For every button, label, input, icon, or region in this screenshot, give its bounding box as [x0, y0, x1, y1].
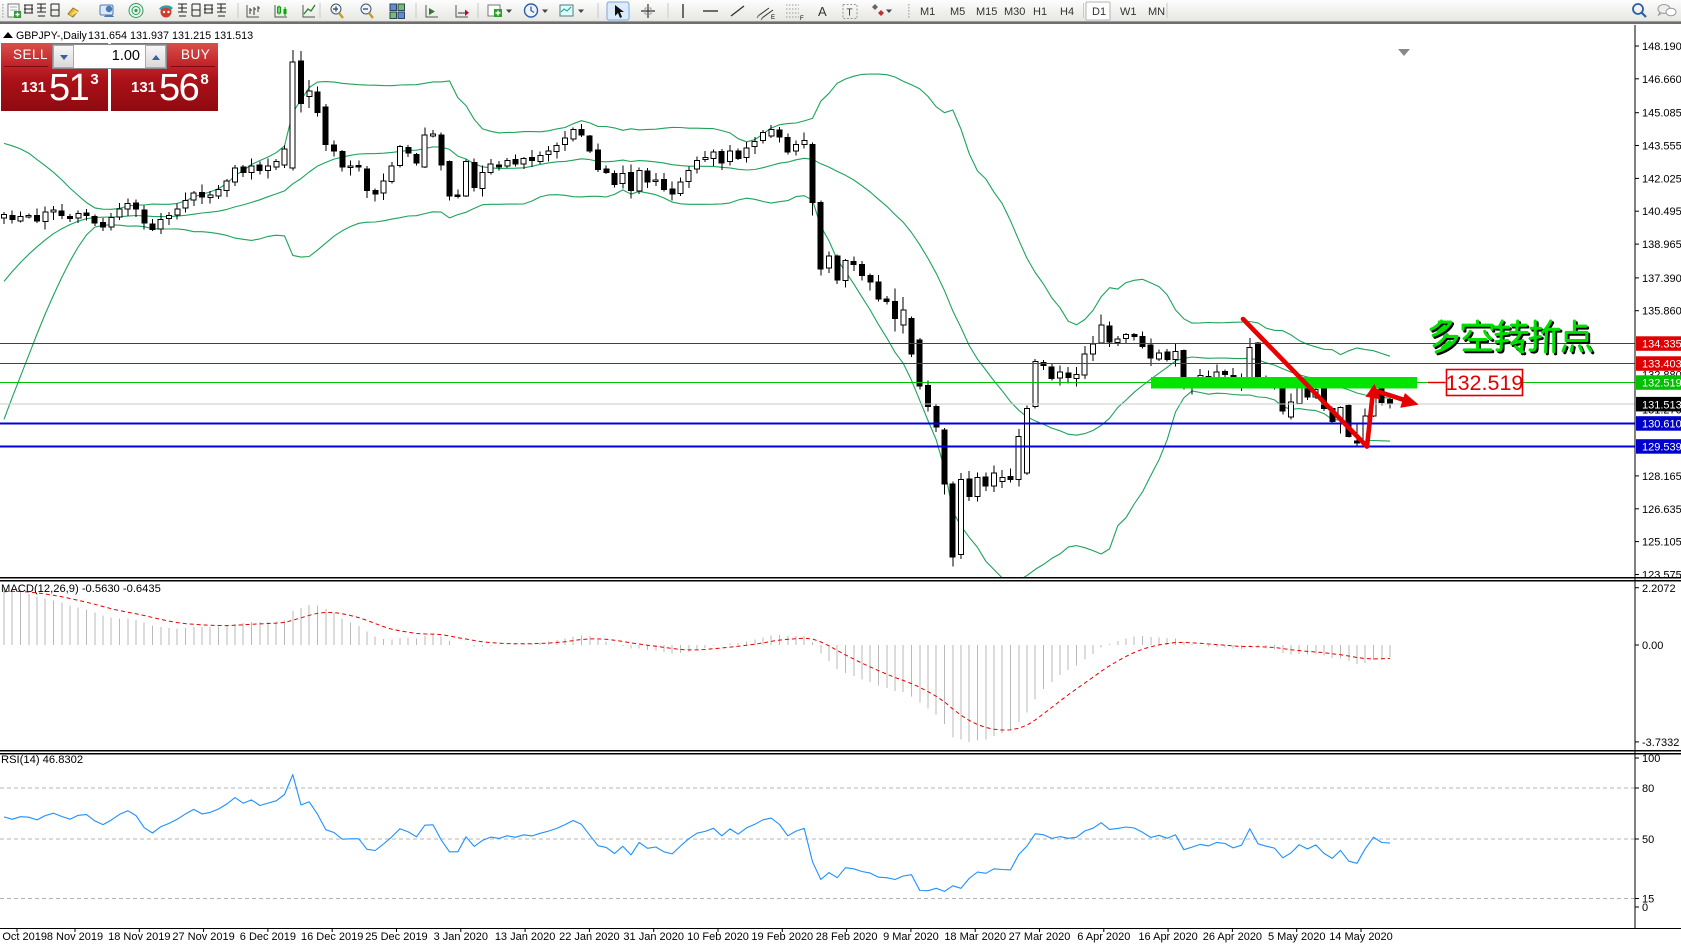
svg-text:18 Mar 2020: 18 Mar 2020 — [944, 931, 1006, 943]
svg-text:16 Apr 2020: 16 Apr 2020 — [1138, 931, 1197, 943]
svg-text:MN: MN — [1148, 6, 1165, 18]
svg-text:10 Feb 2020: 10 Feb 2020 — [687, 931, 749, 943]
svg-text:142.025: 142.025 — [1642, 173, 1681, 185]
svg-text:M30: M30 — [1004, 6, 1025, 18]
svg-text:16 Dec 2019: 16 Dec 2019 — [301, 931, 363, 943]
svg-text:W1: W1 — [1120, 6, 1137, 18]
svg-text:22 Jan 2020: 22 Jan 2020 — [559, 931, 620, 943]
svg-text:129.539: 129.539 — [1642, 442, 1681, 454]
svg-text:135.860: 135.860 — [1642, 306, 1681, 318]
svg-text:28 Feb 2020: 28 Feb 2020 — [816, 931, 878, 943]
svg-text:131.513: 131.513 — [1642, 399, 1681, 411]
svg-text:5 May 2020: 5 May 2020 — [1268, 931, 1325, 943]
svg-text:H1: H1 — [1033, 6, 1047, 18]
svg-text:138.965: 138.965 — [1642, 239, 1681, 251]
svg-text:8 Nov 2019: 8 Nov 2019 — [47, 931, 103, 943]
svg-text:133.403: 133.403 — [1642, 359, 1681, 371]
svg-text:2.2072: 2.2072 — [1642, 583, 1676, 595]
svg-text:3 Jan 2020: 3 Jan 2020 — [434, 931, 488, 943]
svg-text:137.390: 137.390 — [1642, 273, 1681, 285]
svg-text:31 Jan 2020: 31 Jan 2020 — [623, 931, 684, 943]
svg-text:27 Nov 2019: 27 Nov 2019 — [172, 931, 234, 943]
svg-text:M5: M5 — [950, 6, 965, 18]
svg-text:140.495: 140.495 — [1642, 206, 1681, 218]
svg-text:D1: D1 — [1092, 6, 1106, 18]
svg-text:131.654 131.937 131.215 131.51: 131.654 131.937 131.215 131.513 — [88, 30, 253, 42]
svg-text:MACD(12,26,9) -0.5630 -0.6435: MACD(12,26,9) -0.5630 -0.6435 — [1, 583, 161, 595]
svg-text:27 Mar 2020: 27 Mar 2020 — [1009, 931, 1071, 943]
svg-text:M1: M1 — [920, 6, 935, 18]
svg-text:132.519: 132.519 — [1642, 378, 1681, 390]
svg-text:128.165: 128.165 — [1642, 471, 1681, 483]
svg-text:148.190: 148.190 — [1642, 41, 1681, 53]
svg-text:13 Jan 2020: 13 Jan 2020 — [495, 931, 556, 943]
svg-text:GBPJPY-,Daily: GBPJPY-,Daily — [16, 30, 88, 42]
svg-text:-3.7332: -3.7332 — [1642, 737, 1679, 749]
svg-text:134.335: 134.335 — [1642, 339, 1681, 351]
svg-text:0: 0 — [1642, 902, 1648, 914]
svg-text:19 Feb 2020: 19 Feb 2020 — [751, 931, 813, 943]
svg-text:T: T — [847, 8, 853, 19]
svg-text:0.00: 0.00 — [1642, 640, 1663, 652]
svg-text:14 May 2020: 14 May 2020 — [1329, 931, 1393, 943]
svg-text:F: F — [800, 16, 804, 22]
svg-text:A: A — [818, 4, 827, 19]
svg-text:123.575: 123.575 — [1642, 570, 1681, 582]
svg-text:15: 15 — [1642, 894, 1654, 906]
svg-text:125.105: 125.105 — [1642, 537, 1681, 549]
svg-text:25 Dec 2019: 25 Dec 2019 — [365, 931, 427, 943]
svg-text:146.660: 146.660 — [1642, 74, 1681, 86]
svg-text:26 Apr 2020: 26 Apr 2020 — [1203, 931, 1262, 943]
svg-text:M15: M15 — [976, 6, 997, 18]
svg-text:100: 100 — [1642, 753, 1660, 765]
svg-text:6 Dec 2019: 6 Dec 2019 — [240, 931, 296, 943]
svg-text:6 Apr 2020: 6 Apr 2020 — [1077, 931, 1130, 943]
svg-text:145.085: 145.085 — [1642, 108, 1681, 120]
svg-text:143.555: 143.555 — [1642, 141, 1681, 153]
svg-text:50: 50 — [1642, 834, 1654, 846]
svg-text:H4: H4 — [1060, 6, 1074, 18]
svg-text:130.610: 130.610 — [1642, 419, 1681, 431]
svg-text:30 Oct 2019: 30 Oct 2019 — [0, 931, 47, 943]
svg-text:80: 80 — [1642, 783, 1654, 795]
svg-text:132.519: 132.519 — [1446, 371, 1524, 395]
svg-text:E: E — [771, 15, 775, 21]
svg-text:18 Nov 2019: 18 Nov 2019 — [108, 931, 170, 943]
svg-text:126.635: 126.635 — [1642, 504, 1681, 516]
svg-text:9 Mar 2020: 9 Mar 2020 — [883, 931, 939, 943]
svg-text:RSI(14) 46.8302: RSI(14) 46.8302 — [1, 754, 83, 766]
